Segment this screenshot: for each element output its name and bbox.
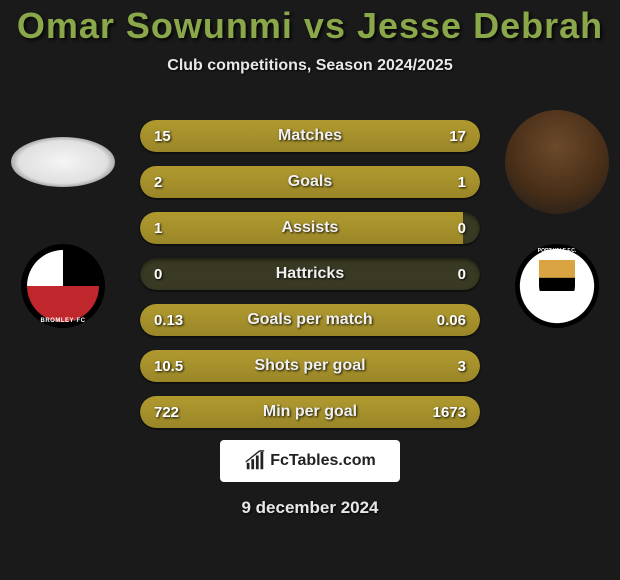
player-left-photo xyxy=(11,110,115,214)
club-right-badge xyxy=(515,244,599,328)
stat-label: Min per goal xyxy=(140,396,480,428)
stat-row: 7221673Min per goal xyxy=(140,396,480,428)
player-right-photo xyxy=(505,110,609,214)
stat-label: Shots per goal xyxy=(140,350,480,382)
stat-row: 21Goals xyxy=(140,166,480,198)
stat-bars-area: 1517Matches 21Goals 10Assists 00Hattricks 0.… xyxy=(140,120,480,442)
brand-badge: FcTables.com xyxy=(220,440,400,482)
comparison-title: Omar Sowunmi vs Jesse Debrah xyxy=(0,5,620,47)
club-left-badge xyxy=(21,244,105,328)
player-left-column xyxy=(8,110,118,328)
stat-row: 0.130.06Goals per match xyxy=(140,304,480,336)
comparison-subtitle: Club competitions, Season 2024/2025 xyxy=(0,57,620,75)
player-left-silhouette xyxy=(11,137,115,187)
stat-label: Goals xyxy=(140,166,480,198)
player-right-column xyxy=(502,110,612,328)
stat-row: 00Hattricks xyxy=(140,258,480,290)
stat-label: Hattricks xyxy=(140,258,480,290)
stat-row: 10.53Shots per goal xyxy=(140,350,480,382)
brand-text: FcTables.com xyxy=(270,452,376,470)
stat-label: Matches xyxy=(140,120,480,152)
stat-label: Assists xyxy=(140,212,480,244)
comparison-date: 9 december 2024 xyxy=(0,498,620,518)
stat-row: 1517Matches xyxy=(140,120,480,152)
stat-row: 10Assists xyxy=(140,212,480,244)
stat-label: Goals per match xyxy=(140,304,480,336)
brand-chart-icon xyxy=(244,450,266,472)
